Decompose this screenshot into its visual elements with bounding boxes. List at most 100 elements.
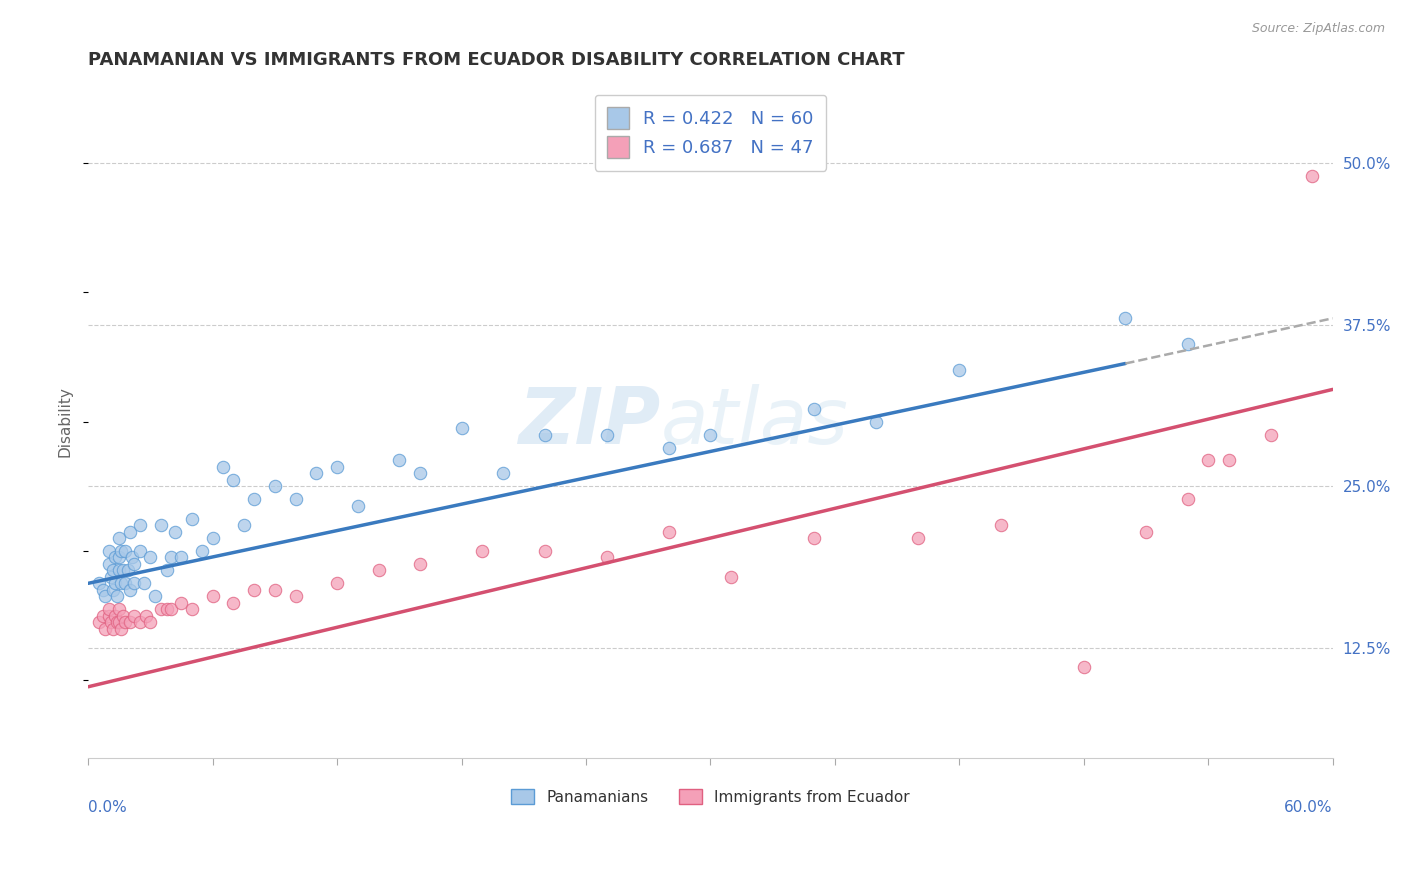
Point [114,576,136,591]
Point [658,441,681,455]
Point [129,544,152,558]
Point [108,550,131,565]
Point [122,557,145,571]
Point [94,589,117,603]
Point [104,576,127,591]
Point [1260,427,1282,442]
Point [100,615,122,629]
Point [101,563,124,577]
Point [129,518,152,533]
Point [129,615,152,629]
Point [232,518,254,533]
Point [1218,453,1240,467]
Point [243,582,266,597]
Point [118,582,141,597]
Point [97,544,120,558]
Point [108,602,131,616]
Point [112,608,135,623]
Point [101,582,124,597]
Legend: R = 0.422   N = 60, R = 0.687   N = 47: R = 0.422 N = 60, R = 0.687 N = 47 [595,95,827,171]
Point [101,622,124,636]
Point [122,608,145,623]
Y-axis label: Disability: Disability [58,386,72,457]
Point [367,563,389,577]
Point [87,576,110,591]
Point [990,518,1012,533]
Point [720,570,742,584]
Point [121,550,143,565]
Point [180,602,202,616]
Point [108,563,131,577]
Point [533,427,555,442]
Point [122,576,145,591]
Text: atlas: atlas [661,384,849,459]
Point [284,589,307,603]
Point [149,518,172,533]
Point [1301,169,1323,183]
Point [110,544,132,558]
Point [596,550,619,565]
Point [104,550,127,565]
Point [91,582,114,597]
Point [492,467,515,481]
Point [118,524,141,539]
Point [108,615,131,629]
Point [100,570,122,584]
Point [388,453,411,467]
Text: Source: ZipAtlas.com: Source: ZipAtlas.com [1251,22,1385,36]
Point [156,563,179,577]
Point [305,467,328,481]
Point [865,415,887,429]
Point [170,550,193,565]
Point [658,524,681,539]
Point [222,473,245,487]
Point [450,421,472,435]
Text: 0.0%: 0.0% [89,799,127,814]
Point [160,550,183,565]
Point [1177,337,1199,351]
Point [201,531,224,545]
Point [284,492,307,507]
Text: 60.0%: 60.0% [1284,799,1333,814]
Point [105,589,128,603]
Point [134,576,156,591]
Point [87,615,110,629]
Point [114,615,136,629]
Point [1197,453,1219,467]
Point [97,602,120,616]
Text: PANAMANIAN VS IMMIGRANTS FROM ECUADOR DISABILITY CORRELATION CHART: PANAMANIAN VS IMMIGRANTS FROM ECUADOR DI… [89,51,905,69]
Point [1114,311,1136,326]
Point [409,467,432,481]
Point [346,499,368,513]
Point [596,427,619,442]
Point [201,589,224,603]
Point [97,608,120,623]
Point [112,563,135,577]
Point [118,615,141,629]
Point [156,602,179,616]
Point [139,615,162,629]
Point [110,576,132,591]
Point [1177,492,1199,507]
Point [409,557,432,571]
Point [110,622,132,636]
Point [160,602,183,616]
Point [1073,660,1095,674]
Point [104,608,127,623]
Point [803,401,825,416]
Point [326,459,349,474]
Point [1135,524,1157,539]
Point [191,544,214,558]
Point [170,596,193,610]
Point [907,531,929,545]
Text: ZIP: ZIP [519,384,661,459]
Point [471,544,494,558]
Point [180,511,202,525]
Point [243,492,266,507]
Point [135,608,157,623]
Point [533,544,555,558]
Point [326,576,349,591]
Point [105,615,128,629]
Point [263,479,285,493]
Point [948,363,970,377]
